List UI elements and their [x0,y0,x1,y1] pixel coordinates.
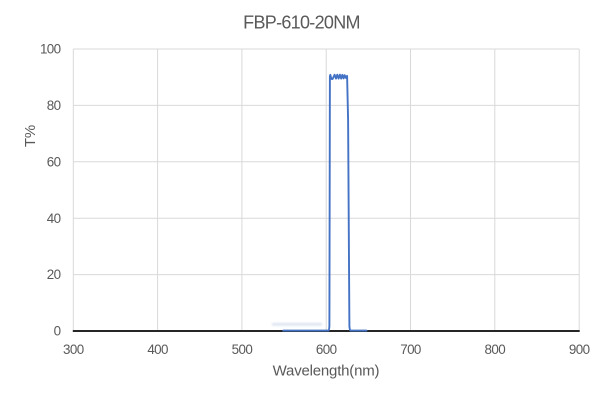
svg-text:40: 40 [47,211,61,226]
svg-text:800: 800 [485,342,506,357]
svg-text:600: 600 [316,342,337,357]
svg-text:400: 400 [147,342,168,357]
svg-text:60: 60 [47,154,61,169]
svg-text:20: 20 [47,267,61,282]
svg-text:FBP-610-20NM: FBP-610-20NM [243,13,360,33]
svg-text:T%: T% [22,125,39,147]
svg-text:100: 100 [40,42,61,57]
svg-text:80: 80 [47,98,61,113]
svg-text:300: 300 [63,342,84,357]
svg-text:Wavelength(nm): Wavelength(nm) [273,363,380,380]
svg-text:900: 900 [569,342,590,357]
svg-text:0: 0 [54,324,61,339]
svg-text:700: 700 [400,342,421,357]
svg-text:500: 500 [232,342,253,357]
